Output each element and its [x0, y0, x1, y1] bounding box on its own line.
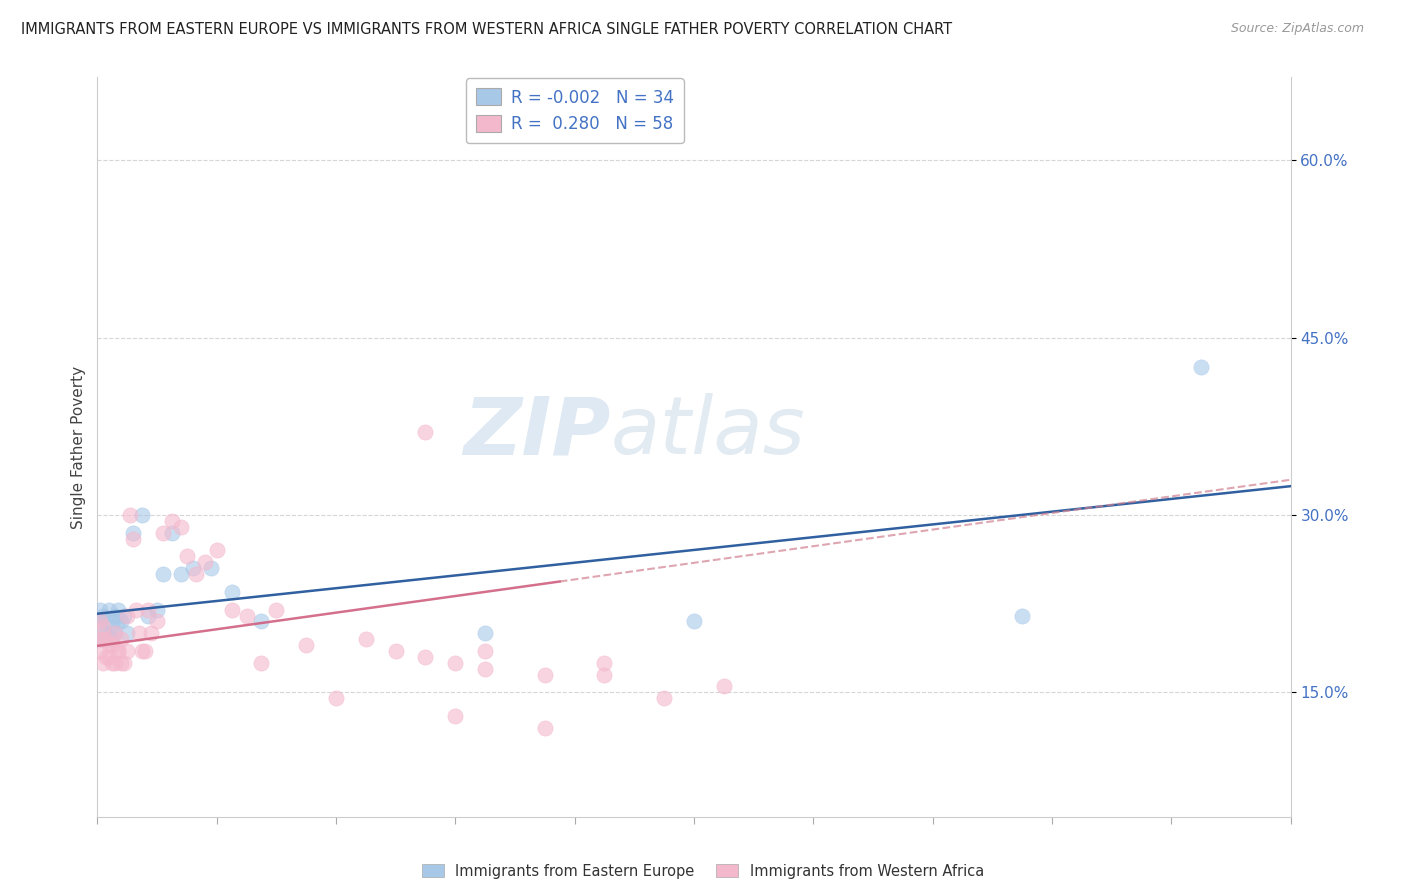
Point — [96, 626, 118, 640]
Point — [152, 567, 174, 582]
Point — [131, 508, 153, 522]
Point — [115, 644, 138, 658]
Point — [134, 644, 156, 658]
Point — [110, 656, 132, 670]
Point — [235, 608, 257, 623]
Point — [533, 721, 555, 735]
Point — [91, 626, 114, 640]
Point — [221, 585, 243, 599]
Point — [205, 543, 228, 558]
Point — [295, 638, 318, 652]
Point — [96, 615, 118, 629]
Point — [104, 626, 127, 640]
Point — [146, 615, 169, 629]
Point — [125, 602, 148, 616]
Point — [96, 632, 118, 647]
Legend: R = -0.002   N = 34, R =  0.280   N = 58: R = -0.002 N = 34, R = 0.280 N = 58 — [465, 78, 683, 143]
Point — [1189, 360, 1212, 375]
Point — [115, 626, 138, 640]
Point — [96, 649, 118, 664]
Point — [160, 514, 183, 528]
Point — [474, 662, 496, 676]
Point — [250, 656, 273, 670]
Point — [107, 602, 129, 616]
Point — [89, 602, 111, 616]
Point — [250, 615, 273, 629]
Point — [160, 525, 183, 540]
Point — [176, 549, 198, 564]
Point — [139, 626, 162, 640]
Point — [200, 561, 222, 575]
Point — [152, 525, 174, 540]
Point — [593, 667, 616, 681]
Point — [170, 567, 193, 582]
Text: IMMIGRANTS FROM EASTERN EUROPE VS IMMIGRANTS FROM WESTERN AFRICA SINGLE FATHER P: IMMIGRANTS FROM EASTERN EUROPE VS IMMIGR… — [21, 22, 952, 37]
Point — [128, 626, 150, 640]
Point — [266, 602, 288, 616]
Point — [107, 644, 129, 658]
Point — [101, 632, 124, 647]
Point — [98, 649, 121, 664]
Point — [170, 520, 193, 534]
Y-axis label: Single Father Poverty: Single Father Poverty — [72, 366, 86, 529]
Point — [101, 656, 124, 670]
Point — [89, 615, 111, 629]
Point — [91, 656, 114, 670]
Point — [110, 632, 132, 647]
Point — [115, 608, 138, 623]
Point — [91, 632, 114, 647]
Point — [110, 615, 132, 629]
Point — [713, 680, 735, 694]
Point — [131, 644, 153, 658]
Text: Source: ZipAtlas.com: Source: ZipAtlas.com — [1230, 22, 1364, 36]
Point — [384, 644, 406, 658]
Point — [122, 525, 145, 540]
Point — [89, 644, 111, 658]
Point — [91, 632, 114, 647]
Point — [91, 620, 114, 634]
Point — [112, 656, 135, 670]
Point — [652, 691, 675, 706]
Point — [354, 632, 377, 647]
Point — [136, 608, 159, 623]
Point — [120, 508, 142, 522]
Point — [184, 567, 207, 582]
Point — [136, 602, 159, 616]
Point — [221, 602, 243, 616]
Point — [1011, 608, 1033, 623]
Point — [107, 644, 129, 658]
Text: ZIP: ZIP — [463, 393, 610, 471]
Point — [89, 632, 111, 647]
Point — [91, 608, 114, 623]
Point — [415, 425, 437, 440]
Point — [533, 667, 555, 681]
Point — [325, 691, 347, 706]
Point — [98, 632, 121, 647]
Point — [107, 615, 129, 629]
Point — [89, 632, 111, 647]
Point — [683, 615, 706, 629]
Point — [104, 608, 127, 623]
Point — [181, 561, 204, 575]
Point — [104, 626, 127, 640]
Point — [122, 532, 145, 546]
Point — [112, 608, 135, 623]
Text: atlas: atlas — [610, 393, 806, 471]
Point — [593, 656, 616, 670]
Point — [444, 709, 467, 723]
Point — [444, 656, 467, 670]
Point — [474, 626, 496, 640]
Point — [98, 602, 121, 616]
Point — [101, 638, 124, 652]
Point — [89, 615, 111, 629]
Point — [415, 649, 437, 664]
Point — [104, 656, 127, 670]
Point — [474, 644, 496, 658]
Point — [194, 555, 217, 569]
Point — [146, 602, 169, 616]
Point — [101, 620, 124, 634]
Point — [98, 638, 121, 652]
